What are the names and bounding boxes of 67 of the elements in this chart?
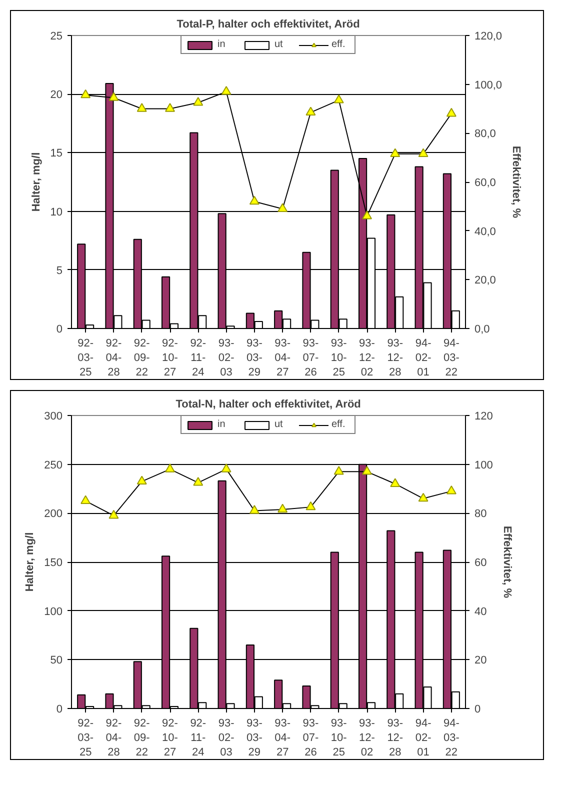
y2-axis-title: Effektivitet, % [500,526,513,598]
x-tick-label: 94-02-01 [415,718,432,758]
x-tick-label: 93-12-02 [359,338,376,378]
x-tick-label: 93-03-29 [246,718,263,758]
x-tick-label: 93-07-26 [302,718,319,758]
x-tick-label: 92-03-25 [78,338,94,378]
y-tick-label: 100 [44,606,63,618]
x-tick-label: 92-03-25 [78,718,94,758]
y2-tick-label: 120,0 [474,30,502,42]
y2-tick-label: 0 [474,704,481,716]
y2-tick-label: 120 [474,410,493,422]
y-tick-label: 25 [50,30,63,42]
x-tick-label: 93-03-29 [246,338,263,378]
y-axis-title: Halter, mg/l [30,152,42,212]
x-tick-label: 93-04-27 [274,338,291,378]
y-tick-label: 0 [56,704,63,716]
x-tick-label: 93-12-02 [359,718,376,758]
x-tick-label: 92-11-24 [190,718,206,758]
y-tick-label: 150 [44,557,63,569]
legend-label: in [218,39,226,50]
x-tick-label: 93-02-03 [218,338,235,378]
y2-tick-label: 80 [474,508,487,520]
y2-axis-title: Effektivitet, % [510,146,522,218]
legend-label: ut [274,39,284,50]
x-tick-label: 92-09-22 [134,338,150,378]
x-tick-label: 93-10-25 [330,718,348,758]
y2-tick-label: 60 [474,557,487,569]
x-tick-label: 93-02-03 [218,718,235,758]
x-tick-label: 94-03-22 [443,718,460,758]
y-tick-label: 20 [50,89,63,102]
x-tick-label: 92-11-24 [190,338,206,378]
x-tick-label: 92-04-28 [106,718,122,758]
y2-tick-label: 60,0 [474,177,496,189]
y2-tick-label: 20,0 [474,274,496,287]
y2-tick-label: 100 [474,459,493,472]
x-tick-label: 92-10-27 [162,338,178,378]
y-tick-label: 15 [50,148,63,160]
y-axis-title: Halter, mg/l [24,532,36,592]
chart-title: Total-N, halter och effektivitet, Aröd [176,398,361,410]
x-tick-label: 92-10-27 [162,718,178,758]
x-tick-label: 92-04-28 [106,338,122,378]
x-tick-label: 93-10-25 [330,338,348,378]
legend-label: eff. [332,39,346,50]
y-tick-label: 0 [56,324,63,336]
y2-tick-label: 0,0 [474,324,490,336]
x-tick-label: 93-07-26 [302,338,319,378]
x-tick-label: 93-12-28 [387,338,404,378]
y-tick-label: 5 [56,264,63,277]
legend-label: in [218,419,226,430]
x-tick-label: 93-04-27 [274,718,291,758]
y-tick-label: 10 [50,206,63,218]
y2-tick-label: 40,0 [474,226,496,238]
y-tick-label: 200 [44,508,63,520]
y2-tick-label: 40 [474,606,487,618]
x-tick-label: 94-03-22 [443,338,460,378]
y-tick-label: 300 [44,410,63,422]
y2-tick-label: 80,0 [474,128,496,140]
x-tick-label: 93-12-28 [387,718,404,758]
x-tick-label: 92-09-22 [134,718,150,758]
y2-tick-label: 20 [474,654,487,667]
legend-label: eff. [332,419,346,430]
y2-tick-label: 100,0 [474,79,502,92]
y-tick-label: 50 [50,654,63,667]
chart-title: Total-P, halter och effektivitet, Aröd [176,18,360,30]
y-tick-label: 250 [44,459,63,472]
legend-label: ut [274,419,284,430]
x-tick-label: 94-02-01 [415,338,432,378]
